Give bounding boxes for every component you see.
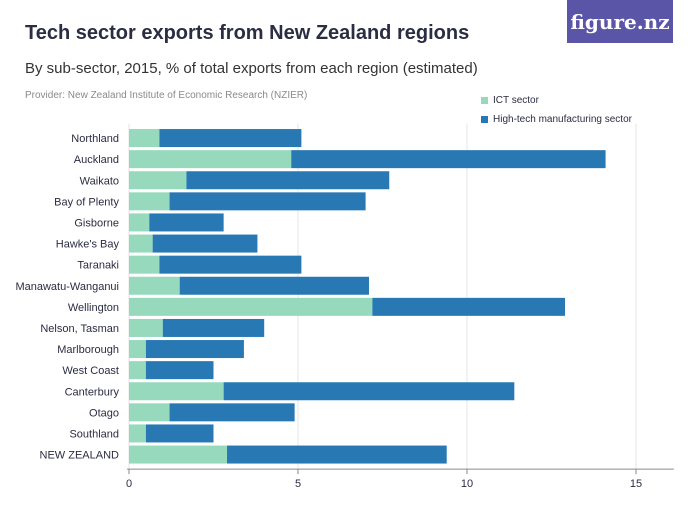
figure-nz-logo[interactable]: figure.nz (567, 0, 673, 43)
category-label: Taranaki (77, 260, 119, 272)
x-tick-label: 15 (630, 478, 642, 490)
bar-hightech (159, 129, 302, 148)
category-label: NEW ZEALAND (40, 450, 120, 462)
category-label: Otago (89, 407, 119, 419)
bar-hightech (145, 361, 214, 380)
bar-hightech (186, 171, 390, 190)
bar-hightech (152, 234, 258, 253)
legend-item-ict: ICT sector (481, 92, 632, 108)
bar-ict (129, 234, 153, 253)
bar-hightech (162, 318, 265, 337)
legend-label-ict: ICT sector (493, 94, 539, 106)
category-label: Hawke's Bay (56, 239, 120, 251)
bar-hightech (145, 424, 214, 443)
category-label: Auckland (74, 154, 119, 166)
bar-ict (129, 382, 224, 401)
bar-hightech (372, 297, 566, 316)
bar-ict (129, 297, 373, 316)
bar-ict (129, 445, 228, 464)
bar-hightech (179, 276, 369, 295)
bar-ict (129, 340, 146, 359)
bar-ict (129, 171, 187, 190)
category-label: Waikato (80, 175, 119, 187)
bar-hightech (169, 403, 295, 422)
legend-item-hightech: High-tech manufacturing sector (481, 111, 632, 127)
bar-ict (129, 361, 146, 380)
bar-hightech (145, 340, 244, 359)
chart-subtitle: By sub-sector, 2015, % of total exports … (25, 60, 478, 77)
category-label: Marlborough (57, 344, 119, 356)
data-provider: Provider: New Zealand Institute of Econo… (25, 90, 308, 101)
bar-ict (129, 150, 292, 169)
bar-ict (129, 424, 146, 443)
category-label: Manawatu-Wanganui (15, 281, 119, 293)
bar-hightech (223, 382, 515, 401)
bar-ict (129, 318, 163, 337)
legend-label-hightech: High-tech manufacturing sector (493, 113, 632, 125)
x-tick-label: 5 (295, 478, 301, 490)
category-label: Northland (71, 133, 119, 145)
bar-hightech (149, 213, 224, 232)
x-tick-label: 0 (126, 478, 132, 490)
category-label: Wellington (68, 302, 119, 314)
chart-title: Tech sector exports from New Zealand reg… (25, 22, 470, 44)
bar-hightech (159, 255, 302, 274)
category-label: Bay of Plenty (54, 196, 119, 208)
category-label: Nelson, Tasman (40, 323, 119, 335)
legend-swatch-ict (481, 96, 488, 104)
category-label: Southland (69, 428, 119, 440)
bar-ict (129, 213, 150, 232)
category-label: Canterbury (65, 386, 120, 398)
bar-ict (129, 255, 160, 274)
bar-ict (129, 403, 170, 422)
category-label: Gisborne (74, 217, 119, 229)
bar-ict (129, 276, 180, 295)
bar-ict (129, 129, 160, 148)
x-tick-label: 10 (461, 478, 473, 490)
bar-hightech (291, 150, 606, 169)
bar-ict (129, 192, 170, 211)
chart-legend: ICT sector High-tech manufacturing secto… (481, 92, 632, 130)
bar-hightech (169, 192, 366, 211)
legend-swatch-hightech (481, 115, 488, 123)
bar-hightech (227, 445, 447, 464)
category-label: West Coast (62, 365, 119, 377)
